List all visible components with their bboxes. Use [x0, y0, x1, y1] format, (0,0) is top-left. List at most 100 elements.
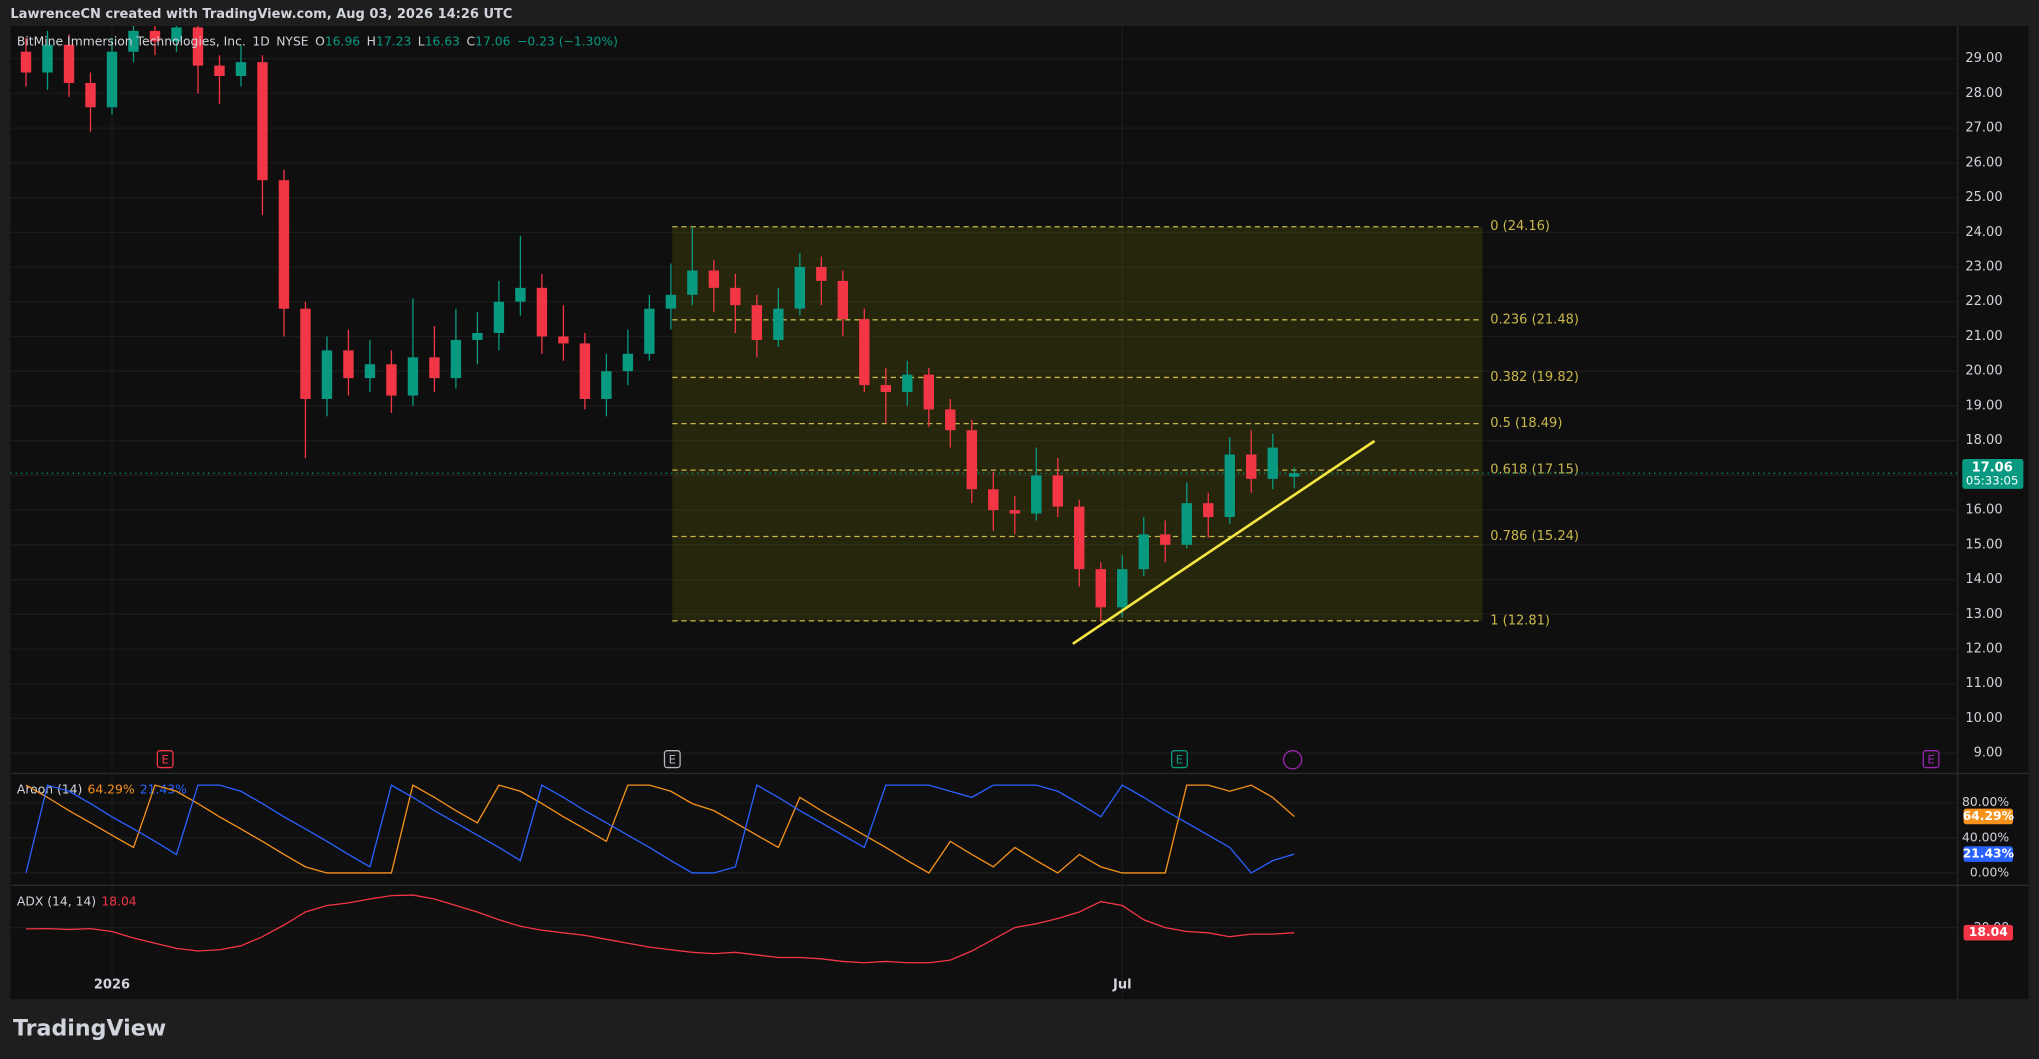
candle-body: [923, 374, 935, 410]
fib-label: 0.382 (19.82): [1490, 370, 1579, 385]
candle-body: [343, 350, 354, 379]
candle-body: [1031, 475, 1042, 514]
candle-body: [794, 267, 806, 309]
y-tick-label: 22.00: [1965, 294, 2002, 309]
candle-body: [1117, 569, 1128, 608]
ohlc-key: O: [315, 34, 325, 48]
candle-body: [644, 308, 655, 354]
value-tag-label: 21.43%: [1963, 847, 2014, 861]
candle-body: [730, 287, 741, 306]
candle-body: [429, 357, 440, 379]
y-tick-label: 25.00: [1965, 190, 2002, 205]
y-tick-label: 16.00: [1965, 503, 2002, 518]
candle-body: [1052, 475, 1063, 507]
candle-body: [106, 51, 118, 108]
y-tick-label: 40.00%: [1962, 830, 2009, 844]
indicator-legend: ADX (14, 14) 18.04: [17, 894, 137, 908]
event-marker[interactable]: [1170, 750, 1188, 769]
change: −0.23: [517, 34, 555, 48]
y-tick-label: 14.00: [1965, 572, 2002, 587]
candle-body: [558, 336, 569, 344]
candle-body: [1267, 447, 1278, 479]
candle-body: [945, 409, 956, 431]
candle-body: [880, 385, 892, 393]
candle-body: [300, 308, 311, 399]
candle-body: [536, 287, 548, 337]
ohlc-value: 16.96: [325, 34, 360, 48]
y-tick-label: 15.00: [1965, 537, 2002, 552]
candle-body: [1289, 473, 1300, 477]
event-marker[interactable]: [1922, 750, 1940, 769]
indicator-line: [25, 784, 1295, 874]
indicator-value: 18.04: [101, 894, 136, 908]
value-tag: [1963, 808, 2013, 825]
event-label[interactable]: E: [1927, 752, 1934, 766]
indicator-line: [25, 894, 1295, 964]
candle-body: [42, 44, 53, 73]
y-tick-label: 80.00%: [1962, 795, 2009, 809]
trendline: [1072, 439, 1376, 645]
candle-body: [601, 371, 612, 399]
candle-body: [515, 287, 526, 302]
indicator-line: [25, 784, 1295, 874]
event-label[interactable]: E: [1176, 752, 1183, 766]
candle-body: [773, 308, 784, 340]
candle-body: [902, 374, 913, 393]
candle-body: [493, 301, 505, 333]
interval: 1D: [252, 34, 269, 48]
candle-body: [622, 353, 634, 372]
candle-body: [1074, 506, 1085, 570]
value-tag: [1963, 846, 2013, 862]
event-marker[interactable]: [663, 750, 681, 769]
candle-body: [1246, 454, 1257, 479]
countdown: 05:33:05: [1966, 474, 2018, 488]
value-tag-label: 18.04: [1969, 925, 2008, 939]
event-label[interactable]: E: [161, 752, 168, 766]
candle-body: [171, 27, 182, 42]
y-tick-label: 9.00: [1974, 746, 2003, 761]
candle-body: [235, 62, 247, 77]
candle-body: [1095, 569, 1106, 608]
indicator-title: Aroon (14): [17, 782, 82, 796]
fib-label: 0.786 (15.24): [1490, 529, 1579, 544]
event-label[interactable]: E: [669, 752, 676, 766]
ohlc-key: H: [367, 34, 376, 48]
candle-body: [472, 332, 483, 340]
header: LawrenceCN created with TradingView.com,…: [10, 7, 512, 22]
candle-body: [128, 30, 139, 52]
event-marker[interactable]: [1282, 750, 1303, 770]
candle-body: [407, 357, 419, 396]
candle-body: [85, 82, 96, 108]
candle-body: [816, 267, 827, 281]
y-tick-label: 27.00: [1965, 121, 2002, 136]
y-tick-label: 11.00: [1965, 676, 2002, 691]
candle-body: [149, 30, 161, 42]
candle-body: [966, 430, 978, 490]
ohlc-key: L: [418, 34, 425, 48]
candle-body: [214, 65, 225, 77]
y-tick-label: 10.00: [1965, 711, 2002, 726]
event-marker[interactable]: [156, 750, 174, 769]
indicator-legend: Aroon (14) 64.29% 21.43%: [17, 782, 187, 796]
ohlc-value: 17.23: [376, 34, 411, 48]
candle-body: [20, 51, 32, 73]
candle-body: [63, 44, 75, 83]
x-tick-label: Jul: [1112, 977, 1132, 992]
candle-body: [859, 319, 870, 386]
y-tick-label: 26.00: [1965, 155, 2002, 170]
candle-body: [278, 180, 290, 309]
candle-body: [257, 62, 268, 181]
value-tag: [1963, 924, 2013, 941]
price-tag-label: 17.06: [1972, 461, 2013, 476]
legend: BitMine Immersion Technologies, Inc. 1D NY…: [17, 34, 618, 48]
candle-body: [450, 339, 462, 379]
candle-body: [192, 27, 204, 66]
y-tick-label: 12.00: [1965, 641, 2002, 656]
exchange: NYSE: [276, 34, 309, 48]
fib-label: 0.618 (17.15): [1490, 463, 1579, 478]
candle-body: [687, 270, 698, 295]
indicator-value: 64.29%: [88, 782, 135, 796]
y-tick-label: 23.00: [1965, 260, 2002, 275]
